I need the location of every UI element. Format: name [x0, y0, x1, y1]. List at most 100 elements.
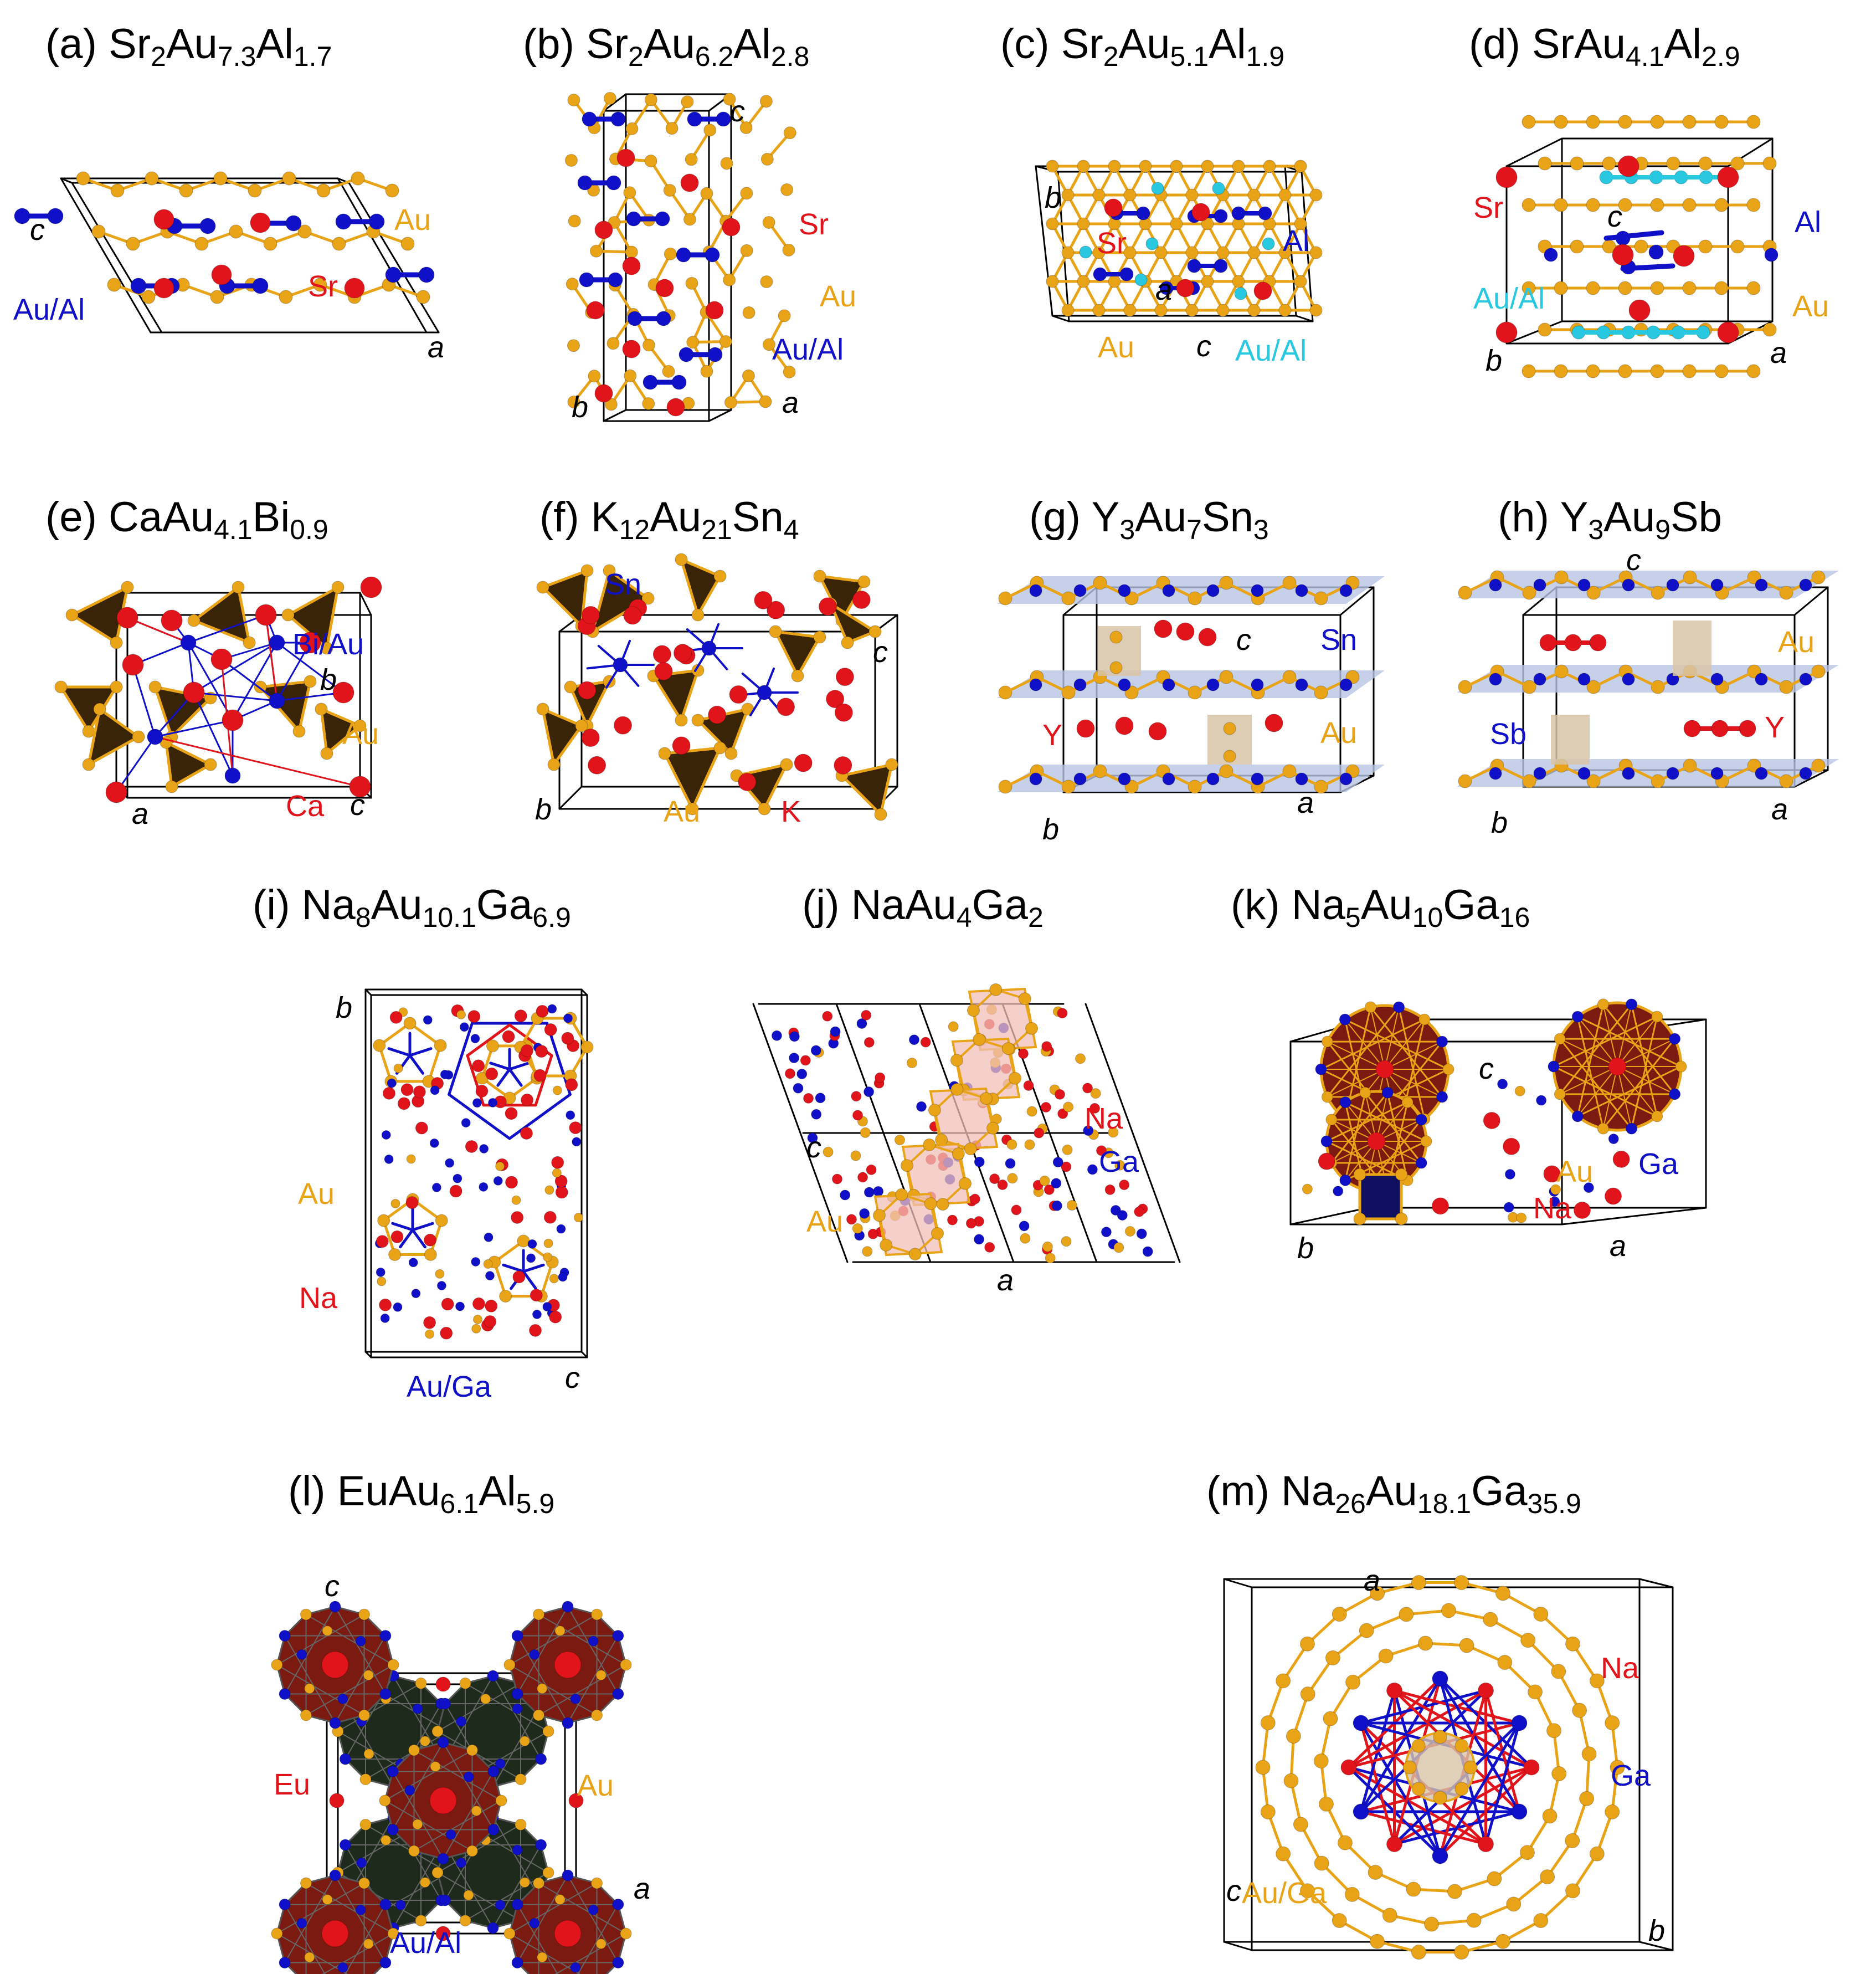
au-al-atom [379, 1957, 392, 1968]
formula-subscript: 2 [151, 41, 166, 72]
sr-atom [666, 398, 685, 417]
au-ga-shell-bond [1306, 1889, 1341, 1922]
ga-atom [815, 1093, 826, 1104]
panel-title-i: (i) Na8Au10.1Ga6.9 [253, 884, 571, 932]
au-atom [1092, 304, 1106, 317]
au-atom [685, 153, 698, 166]
au-ga-atom [1276, 1846, 1291, 1862]
bond [1004, 675, 1039, 694]
formula-subscript: 3 [1253, 514, 1269, 545]
na-atom [502, 1030, 515, 1043]
bond [1384, 1069, 1425, 1120]
panel-l: (l) EuAu6.1Al5.9 c Eu Au a Au/Al [222, 1418, 720, 1974]
au-atom [243, 636, 256, 649]
unit-cell-edge [364, 1351, 372, 1358]
au-atom [1185, 188, 1199, 202]
au-atom [780, 183, 794, 196]
au-atom [431, 1725, 444, 1737]
y-atom [1265, 714, 1283, 732]
au-tetrahedron [319, 706, 363, 756]
au-atom [271, 1659, 283, 1671]
bond [508, 1093, 572, 1140]
structure-i [364, 988, 594, 1358]
au-atom [604, 398, 618, 411]
au-atom [1007, 1173, 1018, 1184]
au-atom [297, 224, 312, 239]
y-atom [1198, 628, 1217, 647]
au-ga-shell-bond [1266, 1679, 1285, 1725]
na-atom [1023, 1080, 1034, 1091]
au-tetrahedron [164, 740, 214, 789]
formula-subscript: 9 [1655, 514, 1671, 545]
bond [411, 1222, 434, 1232]
ga-atom [1669, 1033, 1681, 1045]
au-ga-atom [1441, 1603, 1456, 1618]
species-label-sn: Sn [605, 568, 642, 601]
inner-atom [588, 1635, 599, 1647]
au-atom [435, 1269, 445, 1279]
sn-atom [1339, 584, 1353, 597]
axis-label-a: a [1770, 336, 1787, 370]
au-ga-shell-bond [1553, 1729, 1561, 1775]
formula-element: CaAu [109, 494, 214, 541]
na-atom [984, 1242, 995, 1253]
sb-atom [1533, 578, 1546, 592]
au-atom [434, 1039, 447, 1052]
panel-title-c: (c) Sr2Au5.1Al1.9 [1000, 23, 1284, 71]
au-atom [1278, 188, 1292, 202]
au-atom [760, 152, 774, 166]
au-atom [544, 1185, 554, 1195]
species-label-au: Au [1556, 1155, 1594, 1188]
bond [1004, 770, 1039, 788]
sr-atom [616, 148, 635, 167]
au-atom [495, 1794, 507, 1807]
axis-label-b: b [1486, 344, 1503, 377]
ga-atom [864, 1187, 875, 1198]
sr-atom [1617, 155, 1639, 177]
na-atom [520, 1127, 533, 1140]
bond [1720, 764, 1756, 783]
species-label-na: Na [1533, 1192, 1572, 1225]
na-atom [1017, 1048, 1029, 1059]
au-atom [1554, 364, 1568, 378]
cage-edge [443, 1742, 494, 1831]
sn-atom [1162, 584, 1175, 597]
species-label-au: Au [1792, 290, 1829, 323]
bi-au-ca-bond [232, 642, 278, 721]
au-ga-atom [485, 1271, 495, 1281]
au-atom [204, 758, 217, 771]
species-label-ga: Ga [1611, 1759, 1651, 1792]
au-atom [573, 1213, 583, 1223]
sb-atom [1622, 767, 1635, 780]
na-atom [514, 1009, 527, 1023]
au-al-atom [716, 111, 731, 127]
au-atom [1714, 115, 1729, 129]
inner-atom [412, 1703, 423, 1714]
na-atom [475, 1084, 489, 1098]
bond [1035, 581, 1070, 600]
au-ga-atom [1323, 1711, 1338, 1726]
bond [1495, 764, 1531, 783]
species-label-y: Y [1042, 719, 1063, 752]
au-atom [720, 157, 733, 170]
cage-edge [384, 1750, 473, 1801]
bond [1398, 1006, 1426, 1120]
sn-atom [1295, 584, 1308, 597]
species-label-au: Au [806, 1205, 844, 1238]
au-atom [358, 1877, 370, 1889]
au-atom [1039, 1175, 1050, 1186]
bond [1560, 576, 1595, 594]
au-ga-atom [493, 1176, 503, 1186]
au-ga-atom [381, 1130, 391, 1140]
cage-edge [492, 1817, 542, 1901]
unit-cell-edge [1793, 769, 1829, 788]
au-ga-shell-bond [1266, 1810, 1285, 1855]
au-tetrahedron [541, 706, 584, 768]
unit-cell-edge [1289, 1207, 1369, 1226]
au-atom [536, 703, 549, 716]
au-atom [466, 1744, 478, 1756]
au-atom [533, 1608, 544, 1621]
au-atom [700, 365, 713, 378]
inner-atom [337, 1962, 348, 1973]
au-atom [1650, 198, 1664, 212]
